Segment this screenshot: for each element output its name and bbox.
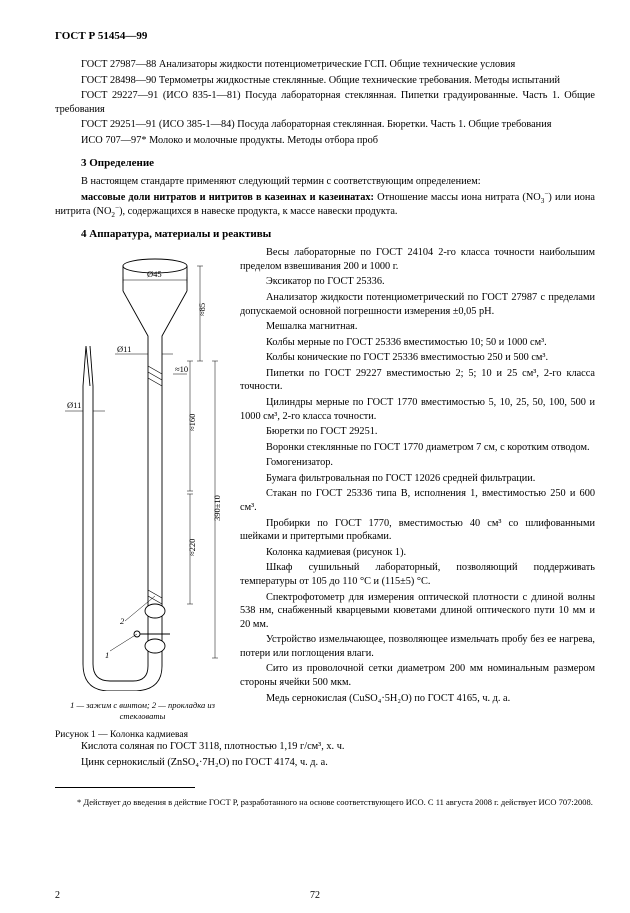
dim-d45: Ø45 bbox=[147, 269, 162, 279]
dim-h10: ≈10 bbox=[175, 364, 188, 374]
footnote: * Действует до введения в действие ГОСТ … bbox=[55, 797, 595, 808]
section-3-title: 3 Определение bbox=[55, 157, 595, 169]
list-item: Колонка кадмиевая (рисунок 1). bbox=[240, 546, 595, 560]
section-4-body: Ø45 ≈85 Ø11 Ø11 ≈160 390±10 ≈220 ≈10 1 2… bbox=[55, 246, 595, 740]
dim-h85: ≈85 bbox=[197, 303, 207, 316]
list-item: Анализатор жидкости потенциометрический … bbox=[240, 291, 595, 318]
page-number-local: 2 bbox=[55, 890, 60, 901]
list-item: Медь сернокислая (CuSO₄·5H₂O) по ГОСТ 41… bbox=[240, 692, 595, 706]
list-item: Воронки стеклянные по ГОСТ 1770 диаметро… bbox=[240, 441, 595, 455]
cadmium-column-diagram: Ø45 ≈85 Ø11 Ø11 ≈160 390±10 ≈220 ≈10 1 2 bbox=[55, 246, 230, 691]
ref-item: ИСО 707—97* Молоко и молочные продукты. … bbox=[55, 134, 595, 148]
list-item: Пипетки по ГОСТ 29227 вместимостью 2; 5;… bbox=[240, 367, 595, 394]
figure-caption: Рисунок 1 — Колонка кадмиевая bbox=[55, 730, 230, 740]
footnote-separator bbox=[55, 787, 195, 788]
list-item: Гомогенизатор. bbox=[240, 456, 595, 470]
list-item: Колбы конические по ГОСТ 25336 вместимос… bbox=[240, 351, 595, 365]
figure-column: Ø45 ≈85 Ø11 Ø11 ≈160 390±10 ≈220 ≈10 1 2… bbox=[55, 246, 230, 740]
page: ГОСТ Р 51454—99 ГОСТ 27987—88 Анализатор… bbox=[0, 0, 630, 913]
list-item: Бумага фильтровальная по ГОСТ 12026 сред… bbox=[240, 472, 595, 486]
list-item: Устройство измельчающее, позволяющее изм… bbox=[240, 633, 595, 660]
document-code: ГОСТ Р 51454—99 bbox=[55, 30, 595, 42]
ref-item: ГОСТ 29227—91 (ИСО 835-1—81) Посуда лабо… bbox=[55, 89, 595, 116]
dim-total: 390±10 bbox=[212, 495, 222, 521]
list-item: Весы лабораторные по ГОСТ 24104 2-го кла… bbox=[240, 246, 595, 273]
list-item: Стакан по ГОСТ 25336 типа В, исполнения … bbox=[240, 487, 595, 514]
list-item: Пробирки по ГОСТ 1770, вместимостью 40 с… bbox=[240, 517, 595, 544]
list-item: Колбы мерные по ГОСТ 25336 вместимостью … bbox=[240, 336, 595, 350]
list-item: Спектрофотометр для измерения оптической… bbox=[240, 591, 595, 632]
figure-caption-legend: 1 — зажим с винтом; 2 — прокладка из сте… bbox=[55, 700, 230, 722]
fig-label-1: 1 bbox=[105, 650, 109, 660]
ref-item: ГОСТ 29251—91 (ИСО 385-1—84) Посуда лабо… bbox=[55, 118, 595, 132]
list-item: Кислота соляная по ГОСТ 3118, плотностью… bbox=[55, 740, 595, 754]
list-item: Мешалка магнитная. bbox=[240, 320, 595, 334]
apparatus-list: Весы лабораторные по ГОСТ 24104 2-го кла… bbox=[240, 246, 595, 707]
dim-h220: ≈220 bbox=[187, 539, 197, 556]
dim-d11b: Ø11 bbox=[67, 400, 81, 410]
list-item: Сито из проволочной сетки диаметром 200 … bbox=[240, 662, 595, 689]
term-text: ), содержащихся в навеске продукта, к ма… bbox=[119, 206, 397, 217]
list-item: Цинк сернокислый (ZnSO₄·7H₂O) по ГОСТ 41… bbox=[55, 756, 595, 770]
dim-h160: ≈160 bbox=[187, 414, 197, 431]
list-item: Цилиндры мерные по ГОСТ 1770 вместимость… bbox=[240, 396, 595, 423]
page-number-global: 72 bbox=[310, 890, 320, 901]
list-item: Эксикатор по ГОСТ 25336. bbox=[240, 275, 595, 289]
list-item: Бюретки по ГОСТ 29251. bbox=[240, 425, 595, 439]
section-3-intro: В настоящем стандарте применяют следующи… bbox=[55, 175, 595, 189]
section-3-definition: массовые доли нитратов и нитритов в казе… bbox=[55, 191, 595, 218]
section-4-title: 4 Аппаратура, материалы и реактивы bbox=[55, 228, 595, 240]
ref-item: ГОСТ 27987—88 Анализаторы жидкости потен… bbox=[55, 58, 595, 72]
dim-d11a: Ø11 bbox=[117, 344, 131, 354]
list-item: Шкаф сушильный лабораторный, позволяющий… bbox=[240, 561, 595, 588]
fig-label-2: 2 bbox=[120, 616, 125, 626]
term-bold: массовые доли нитратов и нитритов в казе… bbox=[81, 192, 374, 203]
term-text: Отношение массы иона нитрата (NO bbox=[374, 192, 541, 203]
ref-item: ГОСТ 28498—90 Термометры жидкостные стек… bbox=[55, 74, 595, 88]
